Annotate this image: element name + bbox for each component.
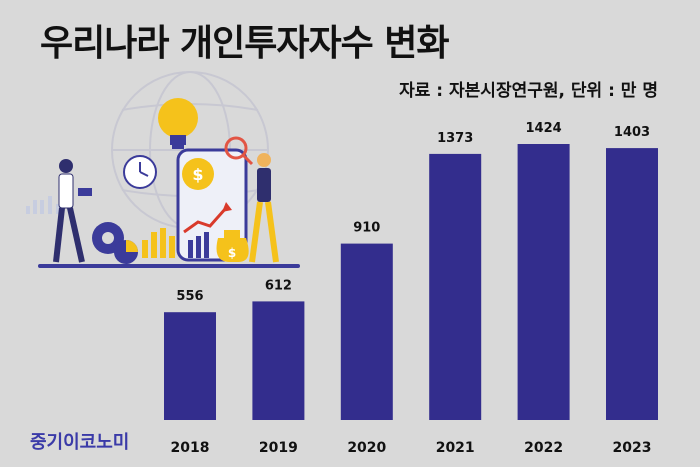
money-bag-icon: $ [216,230,249,262]
illustration: $ $ [26,71,300,268]
clock-icon [123,155,157,189]
source-note: 자료 : 자본시장연구원, 단위 : 만 명 [399,81,658,101]
lightbulb-icon [158,98,198,149]
data-label-2021: 1373 [437,131,473,146]
x-axis-ticks: 2018 2019 2020 2021 2022 2023 [171,440,652,456]
data-labels: 556 612 910 1373 1424 1403 [176,121,650,304]
data-label-2020: 910 [353,221,380,236]
coin-icon: $ [182,158,214,190]
brand-logo: 중기이코노미 [30,432,130,453]
x-tick-2018: 2018 [171,440,210,456]
data-label-2022: 1424 [526,121,562,136]
svg-text:$: $ [192,165,203,184]
magnifier-icon [224,136,254,166]
bar-2018 [164,312,216,420]
data-label-2023: 1403 [614,125,650,140]
x-tick-2019: 2019 [259,440,298,456]
bar-2021 [429,153,482,420]
bar-series [164,144,658,420]
rising-arrow-icon [183,202,232,234]
x-tick-2020: 2020 [347,440,386,456]
x-tick-2021: 2021 [436,440,475,456]
bar-2019 [252,301,305,420]
pie-chart-icon [114,240,138,264]
bar-2022 [517,144,570,420]
data-label-2018: 556 [176,289,203,304]
bar-2023 [606,148,658,420]
x-tick-2022: 2022 [524,440,563,456]
data-label-2019: 612 [265,278,292,293]
x-tick-2023: 2023 [613,440,652,456]
bar-2020 [340,243,393,420]
chart-title: 우리나라 개인투자자수 변화 [40,23,450,64]
svg-text:$: $ [228,246,236,260]
